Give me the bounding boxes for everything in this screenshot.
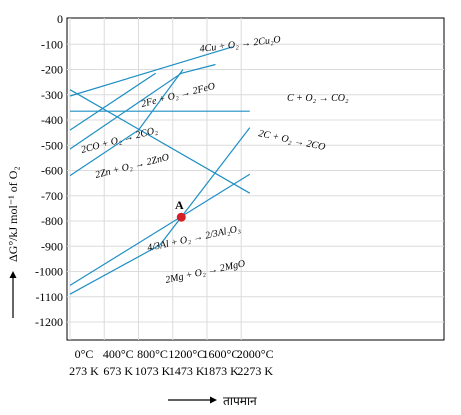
x-tick-celsius: 0°C [75,347,94,361]
y-tick-label: -700 [41,189,63,203]
x-tick-celsius: 1200°C [168,347,205,361]
y-tick-label: -200 [41,63,63,77]
x-tick-kelvin: 1473 K [169,364,205,378]
x-tick-celsius: 800°C [137,347,168,361]
reaction-label: 2Mg + O₂ → 2MgO [164,258,246,286]
x-axis-label: तापमान [223,394,257,408]
reaction-label: 2CO + O₂ → 2CO₂ [80,125,159,156]
reaction-line [69,46,233,97]
reaction-label: C + O₂ → CO₂ [287,93,349,104]
y-tick-label: -1200 [35,315,63,329]
y-tick-label: -300 [41,88,63,102]
reaction-line [69,72,156,131]
reaction-lines [69,46,251,295]
reaction-label: 2C + O₂ → 2CO [257,128,326,153]
reaction-line [69,63,216,150]
reaction-line [69,173,251,286]
y-tick-label: -1100 [35,290,63,304]
x-tick-celsius: 400°C [103,347,134,361]
reaction-label: 2Zn + O₂ → 2ZnO [94,152,170,181]
reaction-label: 2Fe + O₂ → 2FeO [140,81,216,110]
y-tick-label: -600 [41,164,63,178]
x-tick-kelvin: 273 K [69,364,99,378]
x-axis-title: तापमान [168,394,257,408]
y-tick-labels: 0 -100 -200 -300 -400 -500 -600 -700 -800 -900 -10… [35,12,63,329]
y-axis-arrowhead [9,271,17,278]
reaction-line [69,127,251,295]
x-tick-kelvin: 1073 K [135,364,171,378]
y-tick-label: -1000 [35,265,63,279]
reaction-line [69,89,251,194]
y-tick-label: -800 [41,214,63,228]
x-axis-arrowhead [210,396,217,404]
reaction-line [69,69,184,177]
reaction-label: 4/3Al + O₂ → 2/3Al₂O₃ [146,223,242,254]
x-tick-celsius: 1600°C [203,347,240,361]
plot-frame [66,17,445,341]
y-tick-label: -900 [41,239,63,253]
x-tick-kelvin: 1873 K [203,364,239,378]
y-tick-label: -100 [41,37,63,51]
y-axis-title: ΔG°/kJ mol⁻¹ of O₂ [6,166,20,318]
y-axis-label: ΔG°/kJ mol⁻¹ of O₂ [6,166,20,262]
intersection-point [176,212,186,222]
reaction-label: 4Cu + O₂ → 2Cu₂O [199,34,281,55]
y-tick-label: 0 [57,12,63,26]
y-tick-label: -500 [41,138,63,152]
y-tick-label: -400 [41,113,63,127]
x-tick-kelvin: 2273 K [237,364,273,378]
point-label: A [175,198,184,212]
annotations: A [175,198,186,222]
gridlines [67,18,444,340]
x-tick-kelvin: 673 K [103,364,133,378]
reaction-labels: 4Cu + O₂ → 2Cu₂O 2Fe + O₂ → 2FeO C + O₂ → … [80,34,349,286]
x-tick-labels: 0°C 273 K 400°C 673 K 800°C 1073 K 1200°C 1473 … [69,347,273,378]
x-tick-celsius: 2000°C [237,347,274,361]
